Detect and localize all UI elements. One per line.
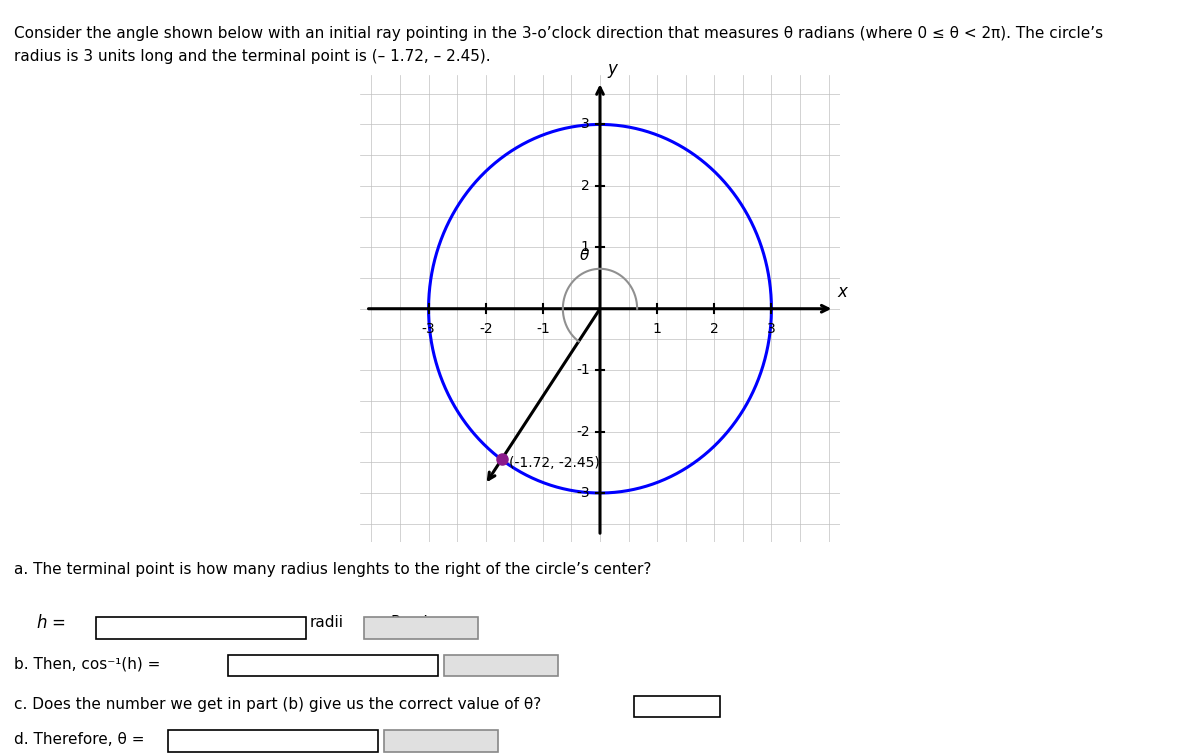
Text: 2: 2: [710, 322, 719, 337]
Text: $x$: $x$: [838, 283, 850, 301]
FancyBboxPatch shape: [384, 730, 498, 752]
Text: ?: ?: [654, 699, 662, 714]
FancyBboxPatch shape: [228, 654, 438, 676]
Text: Consider the angle shown below with an initial ray pointing in the 3-o’clock dir: Consider the angle shown below with an i…: [14, 26, 1104, 41]
Text: 2: 2: [581, 179, 589, 193]
Text: ∨: ∨: [689, 700, 698, 713]
Text: 3: 3: [767, 322, 776, 337]
Text: -3: -3: [576, 486, 589, 500]
Text: Preview: Preview: [391, 615, 450, 630]
Text: radii: radii: [310, 615, 343, 630]
Text: -2: -2: [479, 322, 492, 337]
Text: -1: -1: [576, 363, 589, 377]
Text: Preview: Preview: [412, 732, 470, 747]
Text: 3: 3: [581, 117, 589, 132]
Text: $y$: $y$: [607, 62, 619, 81]
Text: Preview: Preview: [472, 657, 530, 672]
Text: -3: -3: [421, 322, 436, 337]
Text: 1: 1: [653, 322, 661, 337]
FancyBboxPatch shape: [444, 654, 558, 676]
Text: d. Therefore, θ =: d. Therefore, θ =: [14, 732, 145, 747]
Text: $\theta$: $\theta$: [578, 247, 589, 263]
Text: c. Does the number we get in part (b) give us the correct value of θ?: c. Does the number we get in part (b) gi…: [14, 697, 541, 712]
FancyBboxPatch shape: [168, 730, 378, 752]
Text: a. The terminal point is how many radius lenghts to the right of the circle’s ce: a. The terminal point is how many radius…: [14, 562, 652, 578]
FancyBboxPatch shape: [96, 617, 306, 639]
Text: -1: -1: [536, 322, 550, 337]
FancyBboxPatch shape: [634, 697, 720, 717]
Text: radius is 3 units long and the terminal point is (– 1.72, – 2.45).: radius is 3 units long and the terminal …: [14, 49, 491, 64]
Text: -2: -2: [576, 425, 589, 438]
Text: (-1.72, -2.45): (-1.72, -2.45): [509, 456, 599, 470]
Text: 1: 1: [581, 240, 589, 255]
Text: $h$ =: $h$ =: [36, 614, 66, 632]
Text: b. Then, cos⁻¹(h) =: b. Then, cos⁻¹(h) =: [14, 657, 161, 672]
FancyBboxPatch shape: [364, 617, 478, 639]
